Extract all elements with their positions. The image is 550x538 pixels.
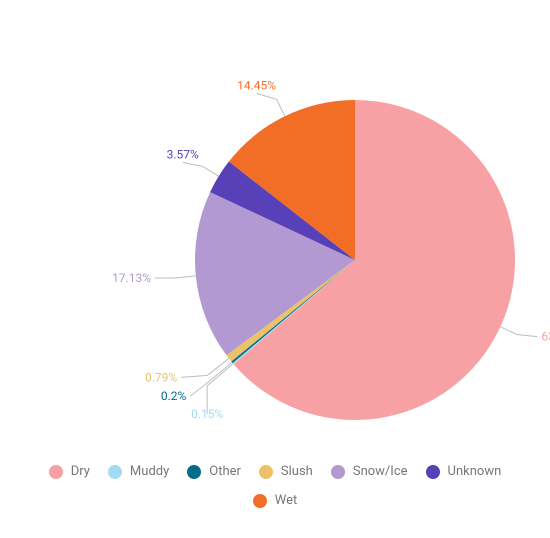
leader-line: [155, 276, 196, 278]
slice-label: 0.15%: [191, 407, 223, 421]
legend-item[interactable]: Snow/Ice: [331, 464, 408, 479]
leader-line: [183, 163, 219, 177]
legend-bullet: [49, 465, 63, 479]
legend-item[interactable]: Unknown: [426, 464, 502, 479]
leader-line: [190, 362, 232, 396]
pie-chart: 63.7% 0.15% 0.2% 0.79% 17.13% 3.57% 14.45% Dry…: [0, 0, 550, 538]
slice-label: 0.79%: [145, 370, 177, 384]
slice-label: 63.7%: [541, 330, 550, 344]
legend-label: Other: [209, 464, 241, 479]
slice-label: 3.57%: [167, 148, 199, 162]
legend-bullet: [253, 494, 267, 508]
legend-label: Wet: [275, 493, 297, 508]
legend-label: Snow/Ice: [353, 464, 408, 479]
slice-label: 0.2%: [161, 389, 187, 403]
legend-bullet: [426, 465, 440, 479]
legend-bullet: [331, 465, 345, 479]
legend-label: Dry: [71, 464, 90, 479]
pie-svg: 63.7% 0.15% 0.2% 0.79% 17.13% 3.57% 14.45%: [115, 20, 550, 500]
pie-holder: 63.7%0.15%0.2%0.79%17.13%3.57%14.45%: [0, 20, 550, 340]
legend-item[interactable]: Slush: [259, 464, 313, 479]
slice-label: 17.13%: [112, 271, 151, 285]
leader-line: [500, 327, 537, 337]
legend-label: Slush: [281, 464, 313, 479]
leader-line: [257, 93, 285, 116]
legend-item[interactable]: Muddy: [108, 464, 169, 479]
slice-label: 14.45%: [237, 78, 276, 92]
legend-bullet: [187, 465, 201, 479]
legend: Dry Muddy Other Slush Snow/Ice Unknown Wet: [0, 464, 550, 508]
legend-item[interactable]: Other: [187, 464, 241, 479]
legend-item[interactable]: Wet: [253, 493, 297, 508]
legend-label: Muddy: [130, 464, 169, 479]
legend-bullet: [108, 465, 122, 479]
legend-bullet: [259, 465, 273, 479]
leader-line: [181, 358, 229, 377]
pie: 63.7%0.15%0.2%0.79%17.13%3.57%14.45%: [115, 20, 435, 340]
legend-label: Unknown: [448, 464, 502, 479]
legend-item[interactable]: Dry: [49, 464, 90, 479]
